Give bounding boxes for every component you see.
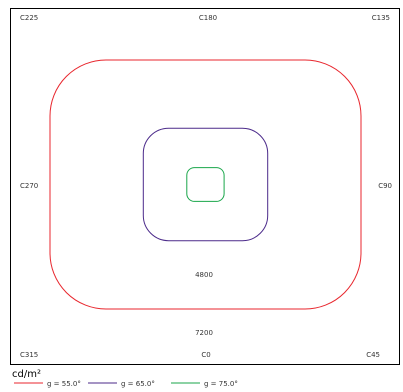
contour-series-0	[49, 59, 362, 310]
legend-label-g65: g = 65.0°	[121, 380, 155, 388]
plane-label-c270: C270	[20, 182, 38, 190]
plane-label-c135: C135	[372, 14, 390, 22]
plane-label-c315: C315	[20, 351, 38, 359]
contour-series-2	[186, 167, 225, 202]
annotation-7200: 7200	[195, 329, 213, 337]
unit-label: cd/m²	[12, 369, 41, 380]
contour-group	[49, 59, 362, 310]
contour-series-1	[142, 127, 269, 242]
plane-label-c225: C225	[20, 14, 38, 22]
plane-label-c90: C90	[378, 182, 392, 190]
plane-label-c45: C45	[366, 351, 380, 359]
legend-label-g75: g = 75.0°	[204, 380, 238, 388]
legend: g = 55.0° g = 65.0° g = 75.0°	[14, 380, 238, 388]
plot-frame	[10, 8, 400, 365]
annotation-4800: 4800	[195, 271, 213, 279]
legend-label-g55: g = 55.0°	[47, 380, 81, 388]
plane-label-c0: C0	[201, 351, 210, 359]
plane-label-c180: C180	[199, 14, 217, 22]
